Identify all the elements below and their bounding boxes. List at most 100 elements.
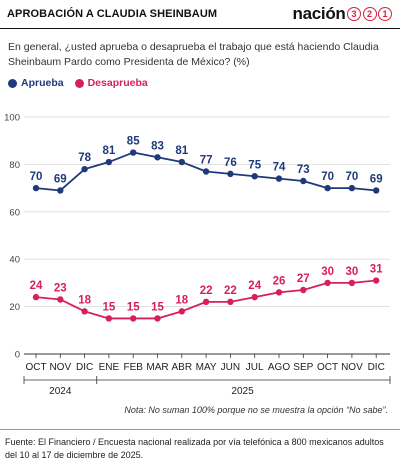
y-tick-label: 20 bbox=[9, 302, 20, 313]
data-label: 70 bbox=[30, 171, 43, 183]
x-tick-label: SEP bbox=[293, 362, 313, 373]
data-point bbox=[324, 279, 331, 287]
y-tick-label: 0 bbox=[15, 350, 20, 361]
data-label: 24 bbox=[30, 280, 43, 292]
legend-item-aprueba: Aprueba bbox=[8, 77, 64, 89]
legend-swatch-desaprueba bbox=[74, 78, 84, 88]
x-tick-label: FEB bbox=[123, 362, 143, 373]
legend-item-desaprueba: Desaprueba bbox=[74, 77, 148, 89]
data-label: 74 bbox=[273, 162, 286, 174]
data-point bbox=[130, 315, 137, 322]
data-point bbox=[251, 173, 258, 180]
x-tick-label: MAR bbox=[146, 362, 168, 373]
data-point bbox=[227, 170, 234, 178]
data-label: 30 bbox=[346, 266, 359, 278]
header: APROBACIÓN A CLAUDIA SHEINBAUM nación 3 … bbox=[0, 0, 400, 30]
data-label: 27 bbox=[297, 273, 310, 285]
data-point bbox=[275, 289, 283, 296]
legend-label-desaprueba: Desaprueba bbox=[87, 77, 148, 89]
x-tick-label: DIC bbox=[368, 362, 385, 373]
data-point bbox=[178, 158, 185, 166]
brand-digit: 3 bbox=[347, 7, 361, 21]
x-tick-label: ENE bbox=[99, 362, 120, 373]
x-tick-label: NOV bbox=[49, 362, 71, 373]
data-point bbox=[154, 315, 161, 322]
data-label: 69 bbox=[370, 173, 383, 185]
x-tick-label: MAY bbox=[196, 362, 217, 373]
data-point bbox=[105, 315, 113, 322]
data-label: 85 bbox=[127, 136, 140, 148]
survey-question: En general, ¿usted aprueba o desaprueba … bbox=[8, 41, 379, 68]
x-tick-label: NOV bbox=[341, 362, 363, 373]
data-point bbox=[154, 154, 161, 161]
header-divider bbox=[0, 28, 400, 29]
legend-label-aprueba: Aprueba bbox=[21, 77, 64, 89]
data-label: 81 bbox=[175, 145, 188, 157]
data-point bbox=[300, 177, 307, 185]
y-tick-label: 60 bbox=[9, 207, 20, 218]
x-tick-label: ABR bbox=[172, 362, 193, 373]
legend: Aprueba Desaprueba bbox=[8, 77, 159, 89]
data-label: 23 bbox=[54, 282, 67, 294]
brand-digit: 1 bbox=[378, 7, 392, 21]
data-label: 69 bbox=[54, 173, 67, 185]
data-label: 77 bbox=[200, 155, 213, 167]
data-label: 70 bbox=[321, 171, 334, 183]
data-label: 70 bbox=[346, 171, 359, 183]
data-label: 22 bbox=[200, 285, 213, 297]
data-label: 15 bbox=[127, 301, 140, 313]
footer-divider bbox=[0, 429, 400, 430]
brand-wordmark: nación bbox=[292, 4, 346, 23]
legend-swatch-aprueba bbox=[8, 78, 17, 88]
data-label: 22 bbox=[224, 285, 237, 297]
data-label: 15 bbox=[151, 301, 164, 313]
x-tick-label: DIC bbox=[76, 362, 93, 373]
data-label: 78 bbox=[78, 152, 91, 164]
data-point bbox=[348, 279, 356, 287]
year-label: 2025 bbox=[231, 386, 254, 397]
brand-logo: nación 3 2 1 bbox=[292, 4, 392, 24]
data-point bbox=[324, 184, 331, 192]
x-tick-label: JUN bbox=[221, 362, 240, 373]
y-tick-label: 100 bbox=[4, 113, 20, 124]
chart-title: APROBACIÓN A CLAUDIA SHEINBAUM bbox=[7, 8, 218, 20]
data-point bbox=[373, 187, 380, 194]
data-label: 81 bbox=[103, 145, 116, 157]
brand-digit: 2 bbox=[362, 7, 377, 21]
year-label: 2024 bbox=[49, 386, 72, 397]
chart-note: Nota: No suman 100% porque no se muestra… bbox=[124, 405, 388, 415]
data-point bbox=[57, 296, 64, 303]
data-label: 83 bbox=[151, 140, 164, 152]
data-label: 15 bbox=[103, 301, 116, 313]
x-tick-label: AGO bbox=[268, 362, 290, 373]
data-point bbox=[32, 293, 40, 301]
data-point bbox=[275, 175, 283, 182]
data-point bbox=[81, 165, 88, 173]
x-tick-label: JUL bbox=[246, 362, 264, 373]
x-tick-label: OCT bbox=[25, 362, 46, 373]
x-tick-label: OCT bbox=[317, 362, 338, 373]
data-label: 75 bbox=[248, 159, 261, 171]
data-point bbox=[373, 277, 380, 284]
data-label: 18 bbox=[78, 294, 91, 306]
data-point bbox=[130, 149, 137, 156]
data-label: 26 bbox=[273, 275, 286, 287]
data-label: 31 bbox=[370, 264, 383, 276]
data-label: 18 bbox=[175, 294, 188, 306]
data-point bbox=[81, 308, 88, 315]
y-tick-label: 80 bbox=[9, 160, 20, 171]
data-point bbox=[251, 293, 258, 301]
data-point bbox=[57, 187, 64, 194]
data-label: 73 bbox=[297, 164, 310, 176]
data-point bbox=[300, 286, 307, 294]
data-label: 76 bbox=[224, 157, 237, 169]
data-point bbox=[348, 184, 356, 192]
data-label: 30 bbox=[321, 266, 334, 278]
y-tick-label: 40 bbox=[9, 255, 20, 266]
data-point bbox=[32, 184, 40, 192]
data-point bbox=[202, 168, 210, 175]
data-point bbox=[105, 158, 113, 166]
source-text: Fuente: El Financiero / Encuesta naciona… bbox=[5, 437, 384, 460]
data-point bbox=[178, 308, 185, 315]
